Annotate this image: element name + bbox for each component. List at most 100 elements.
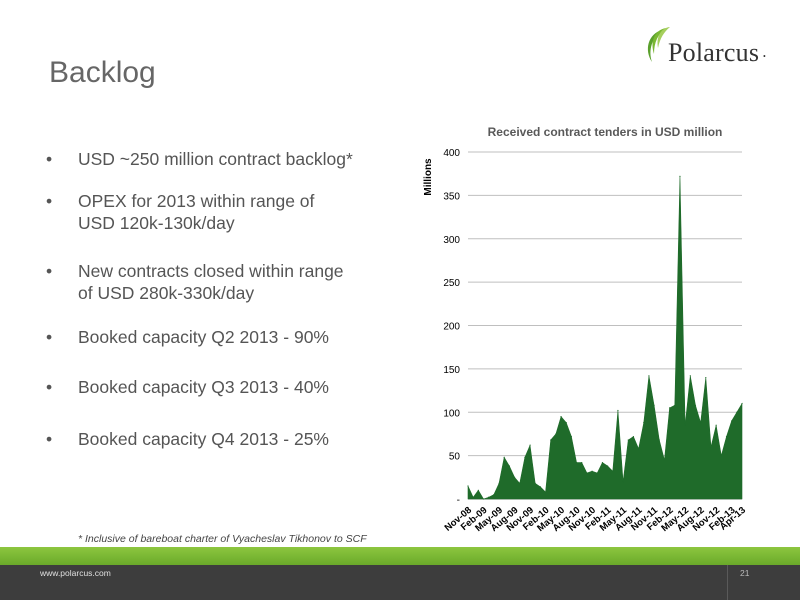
y-tick-label: 50 [449, 452, 461, 463]
data-point [575, 461, 578, 464]
bullet-text: Booked capacity Q2 2013 - 90% [78, 327, 329, 347]
data-point [663, 459, 666, 461]
bullet-item: • Booked capacity Q2 2013 - 90% [46, 326, 406, 348]
data-point [643, 422, 645, 424]
footer-divider [727, 565, 728, 600]
data-point [477, 489, 479, 491]
data-point [493, 494, 495, 496]
data-point [710, 446, 712, 448]
y-tick-label: 250 [443, 278, 460, 289]
bullet-dot: • [46, 149, 53, 169]
data-point [648, 375, 650, 377]
data-point [601, 461, 604, 464]
data-point [736, 411, 738, 413]
data-point [741, 402, 743, 405]
data-point [669, 407, 671, 409]
footer-green-band [0, 547, 800, 565]
bullet-dot: • [46, 261, 53, 281]
area-series [467, 176, 743, 500]
polarcus-logo-icon [647, 27, 670, 62]
data-point [581, 461, 583, 464]
bullet-dot: • [46, 191, 53, 211]
bullet-text: New contracts closed within range [78, 261, 344, 281]
data-point [689, 375, 691, 377]
data-point [544, 491, 547, 493]
bullet-text-continued: of USD 280k-330k/day [78, 283, 255, 303]
data-point [534, 482, 536, 484]
bullet-item: • OPEX for 2013 within range of USD 120k-1… [46, 190, 406, 234]
y-tick-label: 400 [443, 148, 460, 159]
bullet-item: • Booked capacity Q4 2013 - 25% [46, 428, 406, 450]
data-point [565, 422, 567, 424]
bullet-text: OPEX for 2013 within range of [78, 191, 315, 211]
slide-title: Backlog [49, 56, 156, 89]
data-point [606, 465, 609, 467]
chart-title: Received contract tenders in USD million [488, 125, 723, 139]
data-point [658, 439, 660, 441]
data-point [519, 482, 521, 484]
data-point [508, 465, 510, 467]
bullet-dot: • [46, 377, 53, 397]
bullet-text: USD ~250 million contract backlog* [78, 149, 353, 169]
data-point [720, 455, 722, 457]
data-point [550, 439, 552, 441]
data-point [638, 448, 640, 450]
bullet-dot: • [46, 327, 53, 347]
data-point [715, 424, 717, 426]
bullet-item: • Booked capacity Q3 2013 - 40% [46, 376, 406, 398]
x-tick-labels: Nov-08Feb-09May-09Aug-09Nov-09Feb-10May-… [443, 504, 748, 534]
data-point [725, 435, 728, 438]
data-points [467, 175, 743, 500]
bullet-list: • USD ~250 million contract backlog* • OPE… [46, 140, 406, 450]
data-point [498, 482, 500, 484]
data-point [622, 481, 624, 483]
data-point [684, 424, 686, 426]
data-point [632, 435, 635, 438]
y-tick-labels: - 50 100 150 200 250 300 350 400 [443, 148, 460, 506]
data-point [555, 433, 557, 435]
data-point [731, 420, 733, 422]
y-tick-label: 150 [443, 365, 460, 376]
logo-registered-mark: • [763, 52, 766, 61]
data-point [529, 444, 531, 446]
data-point [627, 439, 629, 441]
bullet-item: • New contracts closed within range of USD… [46, 260, 406, 304]
data-point [694, 404, 697, 406]
data-point [482, 498, 485, 500]
data-point [503, 456, 505, 458]
data-point [705, 376, 707, 379]
data-point [679, 175, 681, 177]
data-point [488, 496, 490, 498]
bullet-item: • USD ~250 million contract backlog* [46, 148, 406, 170]
data-point [570, 435, 572, 438]
data-point [472, 496, 474, 498]
footer-bar [0, 565, 800, 600]
data-point [539, 486, 541, 488]
logo-wordmark: Polarcus [668, 38, 760, 67]
page-number: 21 [740, 568, 750, 578]
bullet-text: Booked capacity Q3 2013 - 40% [78, 377, 329, 397]
data-point [653, 404, 655, 406]
data-point [524, 456, 526, 458]
y-tick-label: 200 [443, 322, 460, 333]
data-point [586, 472, 588, 474]
data-point [467, 485, 469, 487]
y-tick-label: 300 [443, 235, 460, 246]
data-point [674, 404, 676, 406]
footnote: * Inclusive of bareboat charter of Vyach… [78, 533, 367, 545]
bullet-text: Booked capacity Q4 2013 - 25% [78, 429, 329, 449]
contract-tenders-chart: Received contract tenders in USD million… [423, 125, 748, 534]
data-point [560, 415, 562, 418]
data-point [596, 472, 598, 474]
y-axis-label: Millions [423, 158, 434, 196]
footer-url-link[interactable]: www.polarcus.com [40, 568, 111, 578]
data-point [513, 476, 516, 478]
data-point [617, 409, 619, 412]
y-tick-label: 100 [443, 408, 460, 419]
data-point [591, 470, 593, 472]
y-tick-label: 350 [443, 191, 460, 202]
bullet-dot: • [46, 429, 53, 449]
y-tick-label: - [457, 495, 460, 506]
bullet-text-continued: USD 120k-130k/day [78, 213, 235, 233]
data-point [612, 470, 614, 472]
